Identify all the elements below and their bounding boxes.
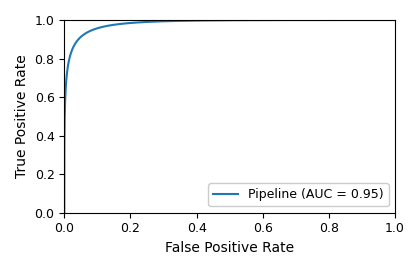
Pipeline (AUC = 0.95) (202, 19, 207, 22)
Pipeline (AUC = 0.95) (327, 18, 332, 22)
Y-axis label: True Positive Rate: True Positive Rate (15, 55, 29, 178)
X-axis label: False Positive Rate: False Positive Rate (165, 241, 294, 255)
Legend: Pipeline (AUC = 0.95): Pipeline (AUC = 0.95) (208, 184, 389, 207)
Pipeline (AUC = 0.95) (342, 18, 347, 22)
Pipeline (AUC = 0.95) (65, 71, 70, 75)
Pipeline (AUC = 0.95) (62, 211, 67, 214)
Pipeline (AUC = 0.95) (268, 18, 273, 22)
Pipeline (AUC = 0.95) (393, 18, 398, 22)
Line: Pipeline (AUC = 0.95): Pipeline (AUC = 0.95) (64, 20, 395, 213)
Pipeline (AUC = 0.95) (131, 21, 136, 24)
